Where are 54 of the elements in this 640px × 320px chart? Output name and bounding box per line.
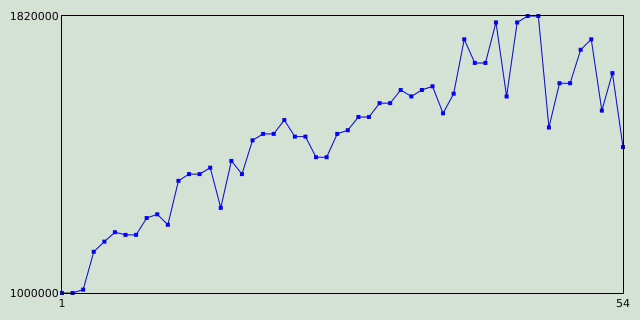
point <box>420 88 424 92</box>
point <box>134 232 138 237</box>
point <box>176 178 180 183</box>
point <box>546 125 551 130</box>
point <box>314 155 318 160</box>
point <box>610 71 614 76</box>
point <box>335 132 340 136</box>
point <box>324 155 329 160</box>
point <box>398 88 403 92</box>
point <box>198 172 202 176</box>
point <box>218 206 223 210</box>
x-tick-label: 1 <box>58 297 66 310</box>
point <box>557 81 562 86</box>
point <box>250 138 255 142</box>
point <box>81 288 86 292</box>
point <box>452 92 456 96</box>
point <box>292 134 297 139</box>
y-tick-label: 1820000 <box>10 10 59 23</box>
point <box>366 115 371 119</box>
point <box>303 134 308 139</box>
point <box>166 222 170 227</box>
point <box>430 84 434 88</box>
point <box>92 250 96 254</box>
point <box>515 20 520 24</box>
point <box>472 60 477 65</box>
point <box>568 81 572 86</box>
point <box>124 232 128 237</box>
point <box>409 94 414 98</box>
point <box>282 118 286 122</box>
point <box>155 212 160 216</box>
point <box>578 48 583 52</box>
point <box>272 132 276 136</box>
x-tick-label: 54 <box>616 297 630 310</box>
line-series <box>60 14 625 295</box>
point <box>187 172 192 176</box>
point <box>462 37 466 42</box>
point <box>208 166 212 170</box>
point <box>112 230 117 234</box>
point <box>483 60 488 65</box>
point <box>600 108 604 113</box>
point <box>356 115 360 119</box>
point <box>589 37 594 42</box>
point <box>346 128 350 132</box>
point <box>504 94 509 98</box>
point <box>441 111 446 116</box>
point <box>494 20 498 24</box>
point <box>240 172 244 176</box>
y-tick-label: 1000000 <box>10 286 59 300</box>
point <box>102 240 106 244</box>
point <box>378 101 382 106</box>
point <box>144 216 149 220</box>
point <box>229 158 234 163</box>
point <box>261 132 266 136</box>
point <box>388 101 392 106</box>
